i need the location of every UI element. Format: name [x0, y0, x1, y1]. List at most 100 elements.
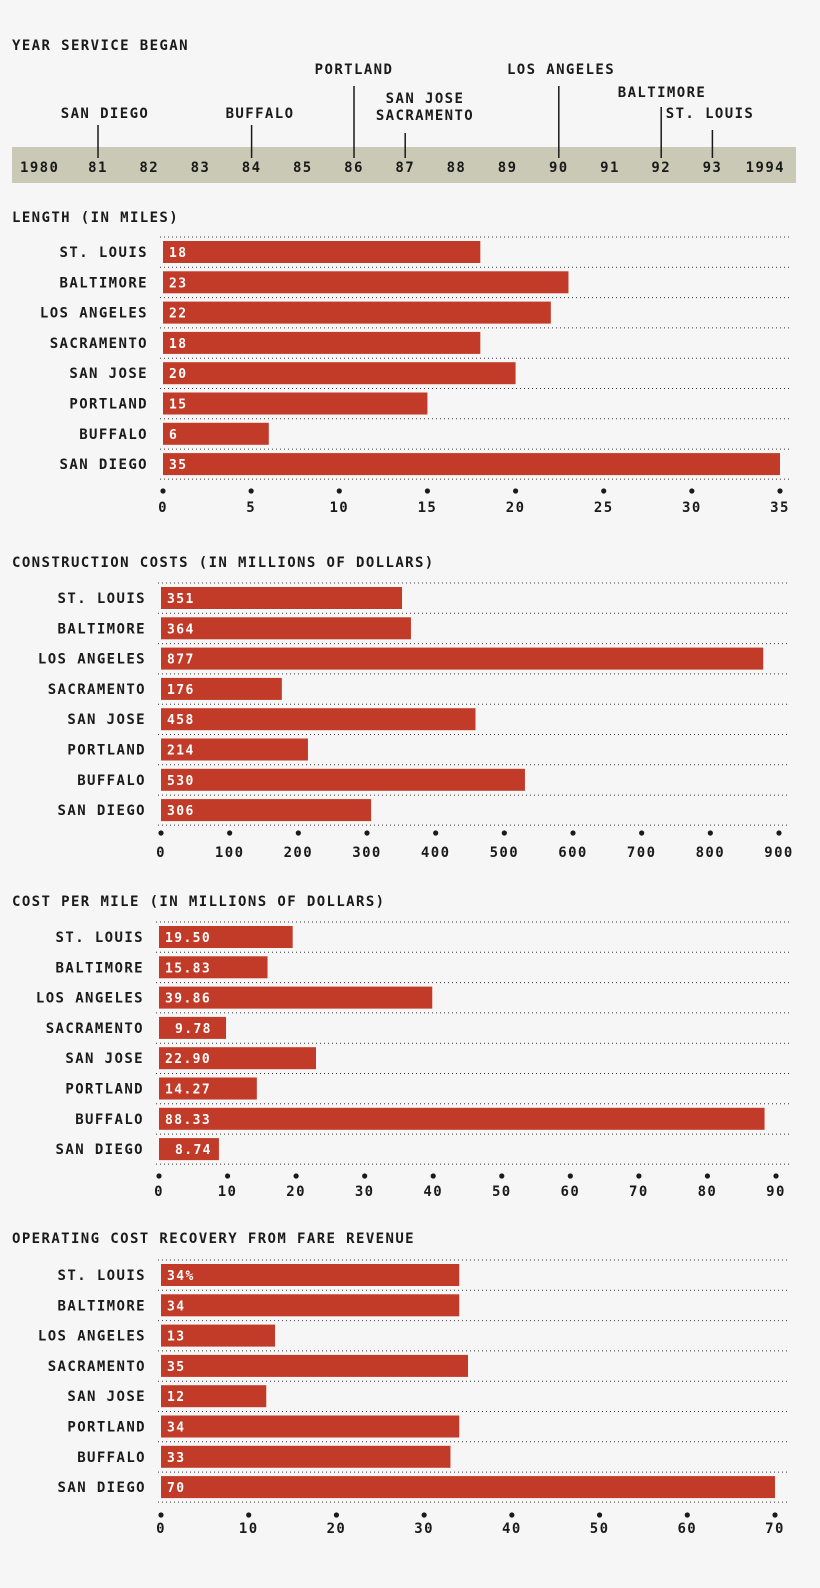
- category-label: LOS ANGELES: [40, 306, 148, 322]
- bar-value-label: 214: [167, 744, 195, 759]
- bar-value-label: 9.78: [175, 1022, 212, 1037]
- chart-title: CONSTRUCTION COSTS (IN MILLIONS OF DOLLA…: [12, 555, 435, 571]
- bar-value-label: 33: [167, 1451, 185, 1466]
- axis-tick-label: 30: [682, 500, 702, 516]
- category-label: BUFFALO: [77, 773, 146, 789]
- axis-tick-label: 200: [284, 845, 314, 861]
- timeline-section: YEAR SERVICE BEGAN 1980 81 82 83 84 85 86 87 88 89…: [12, 38, 796, 183]
- timeline-year-label: 83: [191, 160, 211, 176]
- bar: [159, 1016, 227, 1039]
- category-label: ST. LOUIS: [60, 245, 148, 261]
- timeline-event-label: ST. LOUIS: [666, 106, 754, 122]
- bar: [159, 1107, 765, 1130]
- bar-value-label: 12: [167, 1390, 185, 1405]
- timeline-year-label: 91: [600, 160, 620, 176]
- bar-value-label: 530: [167, 774, 195, 789]
- timeline-event-label: BALTIMORE: [618, 85, 706, 101]
- category-label: BALTIMORE: [58, 1298, 146, 1314]
- category-label: SACRAMENTO: [50, 336, 148, 352]
- axis-tick-label: 800: [696, 845, 726, 861]
- bar: [161, 738, 308, 761]
- timeline-year-label: 1980: [20, 160, 59, 176]
- axis-tick-dot: [227, 830, 233, 836]
- bar: [161, 1354, 468, 1377]
- bar: [159, 986, 433, 1009]
- axis-tick-dot: [156, 1173, 162, 1179]
- bar-value-label: 15.83: [165, 961, 211, 976]
- axis-tick-dot: [501, 830, 507, 836]
- axis-tick-label: 0: [154, 1184, 164, 1200]
- chart-title: LENGTH (IN MILES): [12, 210, 179, 226]
- bar-value-label: 88.33: [165, 1113, 211, 1128]
- timeline-year-label: 90: [549, 160, 569, 176]
- bar: [159, 1138, 219, 1161]
- bar: [161, 768, 525, 791]
- timeline-title: YEAR SERVICE BEGAN: [12, 38, 189, 54]
- bar: [161, 1385, 267, 1408]
- axis-tick-label: 400: [421, 845, 451, 861]
- axis-tick-dot: [509, 1512, 515, 1518]
- axis-tick-dot: [158, 830, 164, 836]
- bar-chart-2: CONSTRUCTION COSTS (IN MILLIONS OF DOLLA…: [12, 555, 794, 861]
- axis-tick-dot: [567, 1173, 573, 1179]
- bar: [163, 362, 516, 385]
- bar-value-label: 458: [167, 713, 195, 728]
- category-label: LOS ANGELES: [38, 652, 146, 668]
- axis-tick-label: 30: [414, 1521, 434, 1537]
- axis-tick-label: 300: [352, 845, 382, 861]
- axis-tick-label: 700: [627, 845, 657, 861]
- bar-value-label: 18: [169, 246, 187, 261]
- category-label: SAN DIEGO: [60, 457, 148, 473]
- category-label: LOS ANGELES: [36, 991, 144, 1007]
- category-label: PORTLAND: [67, 743, 146, 759]
- chart-title: COST PER MILE (IN MILLIONS OF DOLLARS): [12, 894, 386, 910]
- category-label: BALTIMORE: [58, 621, 146, 637]
- axis-tick-label: 10: [218, 1184, 238, 1200]
- axis-tick-label: 0: [156, 845, 166, 861]
- axis-tick-dot: [333, 1512, 340, 1518]
- axis-tick-label: 70: [765, 1521, 785, 1537]
- axis-tick-dot: [362, 1173, 368, 1179]
- timeline-year-label: 82: [139, 160, 159, 176]
- axis-tick-dot: [512, 488, 519, 494]
- bar: [163, 241, 481, 263]
- category-label: SAN JOSE: [67, 1389, 146, 1405]
- axis-tick-dot: [295, 830, 301, 836]
- axis-tick-label: 5: [246, 500, 256, 516]
- axis-tick-label: 20: [286, 1184, 306, 1200]
- axis-tick-label: 0: [156, 1521, 166, 1537]
- axis-tick-dot: [424, 488, 431, 494]
- bar: [159, 1047, 316, 1070]
- axis-tick-label: 15: [418, 500, 438, 516]
- bar-value-label: 35: [167, 1360, 185, 1375]
- bar-value-label: 34: [167, 1299, 185, 1314]
- chart-title: OPERATING COST RECOVERY FROM FARE REVENU…: [12, 1231, 415, 1247]
- bar: [161, 708, 476, 731]
- axis-tick-dot: [636, 1173, 642, 1179]
- axis-tick-label: 100: [215, 845, 245, 861]
- bar-value-label: 22: [169, 307, 187, 322]
- axis-tick-label: 10: [239, 1521, 259, 1537]
- bar: [161, 799, 372, 822]
- axis-tick-label: 60: [560, 1184, 580, 1200]
- axis-tick-label: 35: [770, 500, 790, 516]
- bar: [163, 301, 551, 324]
- axis-tick-dot: [777, 488, 783, 494]
- axis-tick-label: 900: [764, 845, 794, 861]
- axis-tick-label: 30: [355, 1184, 375, 1200]
- category-label: ST. LOUIS: [58, 1268, 146, 1284]
- category-label: PORTLAND: [67, 1420, 146, 1436]
- bar: [163, 392, 428, 415]
- bar-value-label: 8.74: [175, 1143, 212, 1158]
- axis-tick-dot: [293, 1173, 299, 1179]
- axis-tick-dot: [430, 1173, 436, 1179]
- axis-tick-dot: [684, 1512, 690, 1518]
- axis-tick-label: 40: [423, 1184, 443, 1200]
- bar-value-label: 306: [167, 804, 195, 819]
- bar-value-label: 23: [169, 276, 187, 291]
- axis-tick-label: 50: [492, 1184, 512, 1200]
- axis-tick-dot: [570, 830, 576, 836]
- category-label: SAN DIEGO: [58, 1480, 146, 1496]
- bar-value-label: 20: [169, 367, 187, 382]
